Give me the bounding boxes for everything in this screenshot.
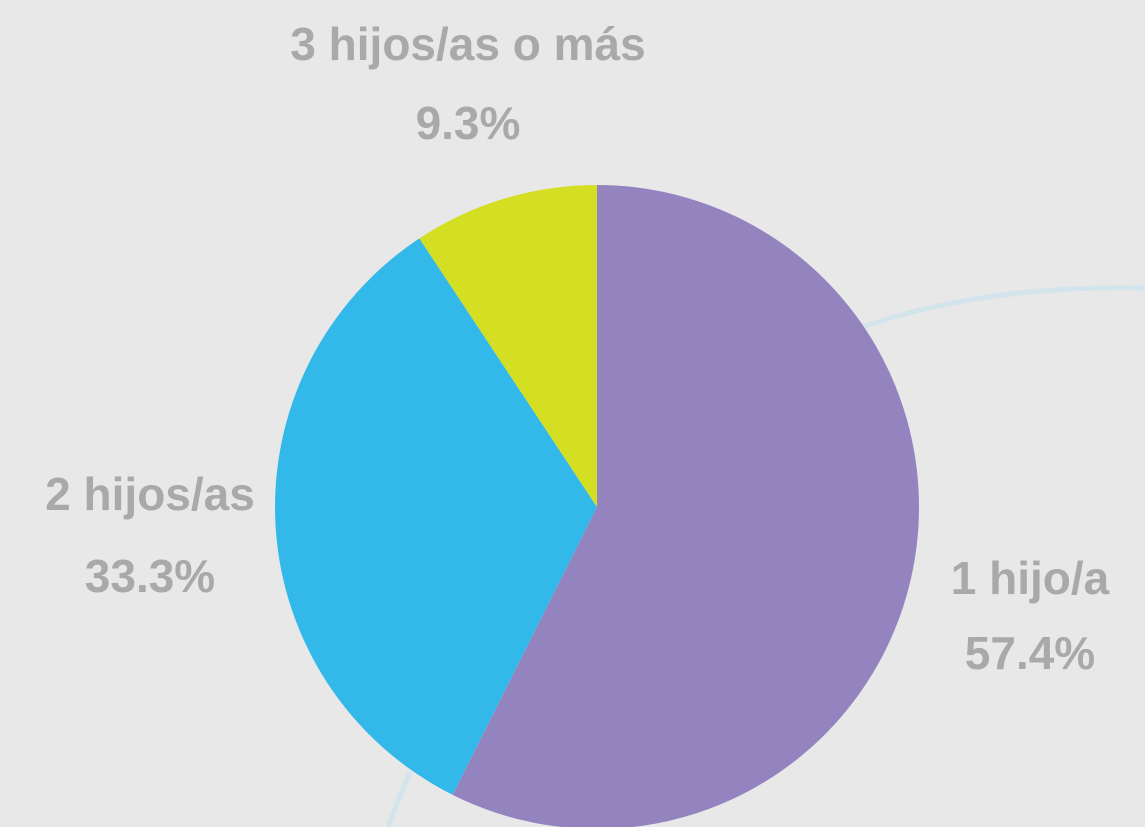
decorative-arc: [385, 771, 413, 827]
category-label: 2 hijos/as: [45, 468, 255, 520]
value-label: 33.3%: [85, 550, 215, 602]
value-label: 9.3%: [416, 97, 521, 149]
pie-slice: [275, 238, 597, 795]
pie-slice: [419, 185, 597, 507]
pie-slice: [452, 185, 920, 827]
value-label: 57.4%: [965, 627, 1095, 679]
labels: 1 hijo/a 57.4% 2 hijos/as 33.3% 3 hijos/as o…: [45, 18, 1109, 679]
pie: [275, 185, 920, 827]
category-label: 3 hijos/as o más: [290, 18, 645, 70]
decorative-arc: [859, 285, 1145, 331]
category-label: 1 hijo/a: [951, 552, 1110, 604]
